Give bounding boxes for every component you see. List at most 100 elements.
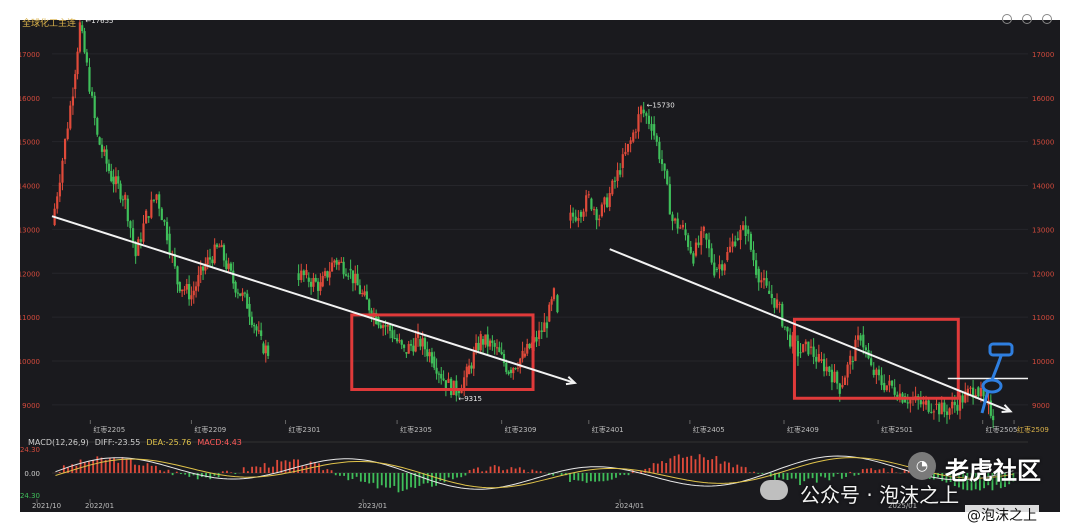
candle-body [229, 263, 233, 271]
candle-body [300, 270, 303, 281]
macd-bar [96, 456, 99, 473]
macd-bar [456, 473, 458, 478]
macd-bar [213, 473, 216, 476]
candle-body [757, 268, 760, 283]
candle-body [326, 271, 329, 278]
macd-bar [552, 473, 555, 476]
candle-body [694, 242, 698, 256]
candle-body [872, 369, 875, 375]
macd-bar [962, 473, 965, 490]
candle-body [93, 95, 96, 119]
macd-bar [870, 468, 873, 473]
candle-body [416, 331, 420, 338]
candle-body [613, 180, 617, 182]
candle-body [707, 239, 711, 249]
x-month-label: 红枣2401 [592, 425, 624, 434]
candle-body [653, 124, 656, 136]
macd-bar [799, 473, 801, 486]
macd-bar [464, 473, 467, 476]
candle-body [188, 284, 191, 300]
candle-body [498, 347, 501, 353]
candle-body [414, 337, 417, 352]
candle-body [243, 292, 246, 294]
candle-body [160, 208, 163, 221]
macd-dea: DEA:-25.76 [146, 438, 192, 447]
candle-body [796, 341, 800, 357]
macd-bar [251, 466, 253, 473]
candle-body [321, 275, 324, 287]
macd-bar [171, 473, 174, 476]
macd-bar [991, 473, 994, 491]
candle-body [715, 268, 718, 270]
candle-body [982, 387, 985, 397]
candle-body [96, 118, 99, 135]
candle-body [820, 359, 823, 361]
candle-body [481, 339, 485, 345]
candle-body [666, 170, 669, 185]
candle-body [250, 316, 253, 325]
candle-body [922, 401, 925, 405]
candle-body [450, 378, 453, 395]
candle-body [606, 197, 609, 207]
settings-icon[interactable] [1002, 14, 1012, 24]
macd-bar [832, 473, 835, 477]
macd-bar [715, 456, 718, 473]
candle-body [642, 109, 645, 114]
candle-body [185, 284, 188, 290]
candle-body [938, 403, 941, 415]
macd-bar [159, 470, 161, 473]
macd-bar [673, 455, 676, 473]
macd-bar [355, 473, 358, 477]
macd-bar [589, 473, 592, 482]
candle-body [468, 365, 471, 375]
candle-body [354, 273, 357, 284]
candle-body [440, 373, 443, 379]
candle-body [550, 299, 553, 305]
macd-bar [794, 473, 797, 479]
macd-bar [1004, 473, 1006, 487]
macd-bar [255, 466, 258, 473]
trend-line [609, 248, 1011, 413]
macd-bar [648, 467, 651, 473]
macd-bar [443, 473, 446, 483]
macd-bar [548, 473, 550, 475]
x-month-label: 红枣2209 [194, 425, 226, 434]
candle-body [495, 347, 499, 349]
macd-bar [820, 473, 822, 477]
macd-bar [451, 473, 454, 480]
candle-body [218, 246, 221, 248]
candle-body [689, 246, 692, 254]
window-controls[interactable] [1002, 14, 1052, 24]
candle-body [671, 214, 674, 222]
close-icon[interactable] [1042, 14, 1052, 24]
candle-body [384, 325, 387, 327]
candle-body [194, 286, 198, 291]
macd-bar [104, 459, 107, 473]
candle-body [412, 345, 415, 352]
macd-bar [840, 473, 843, 479]
candle-body [344, 274, 348, 276]
macd-bar [477, 467, 479, 473]
highlight-box [792, 317, 960, 400]
macd-bar [359, 473, 362, 482]
candle-body [739, 229, 742, 240]
candle-body [634, 131, 637, 133]
candle-body [204, 263, 207, 271]
candle-body [158, 194, 161, 209]
macd-bar [861, 469, 864, 473]
macd-bar [313, 462, 316, 473]
candle-body [246, 293, 249, 309]
candle-body [126, 198, 129, 222]
macd-bar [272, 466, 274, 473]
wechat-icon [760, 480, 788, 500]
expand-icon[interactable] [1022, 14, 1032, 24]
candle-body [83, 31, 86, 53]
candle-body [519, 358, 522, 368]
candle-body [253, 324, 256, 327]
macd-bar [778, 473, 781, 478]
macd-bar [393, 473, 396, 486]
macd-bar [280, 461, 283, 473]
y-tick-label-left: 16000 [20, 95, 40, 103]
macd-bar [602, 473, 605, 482]
macd-bar [866, 468, 868, 473]
